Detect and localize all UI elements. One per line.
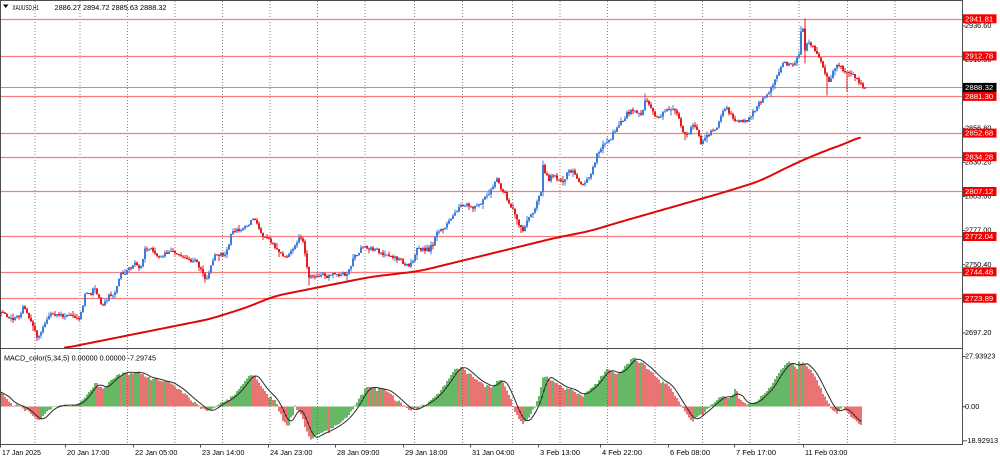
svg-text:20 Jan 17:00: 20 Jan 17:00	[67, 450, 110, 457]
svg-text:31 Jan 04:00: 31 Jan 04:00	[472, 450, 515, 457]
svg-text:2697.20: 2697.20	[965, 330, 992, 337]
svg-text:2852.68: 2852.68	[965, 131, 993, 138]
svg-text:2807.12: 2807.12	[965, 189, 993, 196]
svg-text:7 Feb 17:00: 7 Feb 17:00	[736, 450, 776, 457]
svg-text:2744.48: 2744.48	[965, 269, 993, 276]
svg-text:2830.20: 2830.20	[965, 160, 992, 167]
svg-text:2910.00: 2910.00	[965, 57, 992, 64]
svg-text:29 Jan 18:00: 29 Jan 18:00	[405, 450, 448, 457]
svg-text:2834.28: 2834.28	[965, 154, 993, 161]
svg-text:3 Feb 13:00: 3 Feb 13:00	[540, 450, 580, 457]
svg-text:24 Jan 23:00: 24 Jan 23:00	[270, 450, 313, 457]
svg-text:17 Jan 2025: 17 Jan 2025	[2, 450, 41, 457]
svg-text:-18.92913: -18.92913	[965, 438, 998, 445]
svg-text:2936.60: 2936.60	[965, 23, 992, 30]
svg-text:2777.00: 2777.00	[965, 228, 992, 235]
svg-text:2772.04: 2772.04	[965, 234, 993, 241]
svg-text:23 Jan 14:00: 23 Jan 14:00	[202, 450, 245, 457]
svg-text:XAUUSD,H1: XAUUSD,H1	[13, 5, 40, 12]
svg-text:6 Feb 08:00: 6 Feb 08:00	[670, 450, 710, 457]
svg-text:11 Feb 03:00: 11 Feb 03:00	[805, 450, 847, 457]
svg-text:2723.89: 2723.89	[965, 296, 993, 303]
svg-text:2912.78: 2912.78	[965, 54, 993, 61]
svg-text:27.93923: 27.93923	[965, 354, 996, 361]
svg-text:2886.27 2894.72 2885.63 2888.3: 2886.27 2894.72 2885.63 2888.32	[55, 5, 167, 12]
svg-text:2888.32: 2888.32	[965, 85, 993, 92]
svg-text:28 Jan 09:00: 28 Jan 09:00	[337, 450, 380, 457]
svg-text:MACD_color(5,34,5) 0.00000 0.0: MACD_color(5,34,5) 0.00000 0.00000 -7.29…	[4, 356, 156, 363]
svg-text:2881.30: 2881.30	[965, 94, 993, 101]
svg-text:22 Jan 05:00: 22 Jan 05:00	[135, 450, 178, 457]
svg-text:4 Feb 22:00: 4 Feb 22:00	[602, 450, 642, 457]
svg-text:0.00: 0.00	[965, 404, 979, 411]
svg-text:2750.40: 2750.40	[965, 262, 992, 269]
svg-text:2941.81: 2941.81	[965, 16, 993, 23]
svg-text:2803.60: 2803.60	[965, 194, 992, 201]
